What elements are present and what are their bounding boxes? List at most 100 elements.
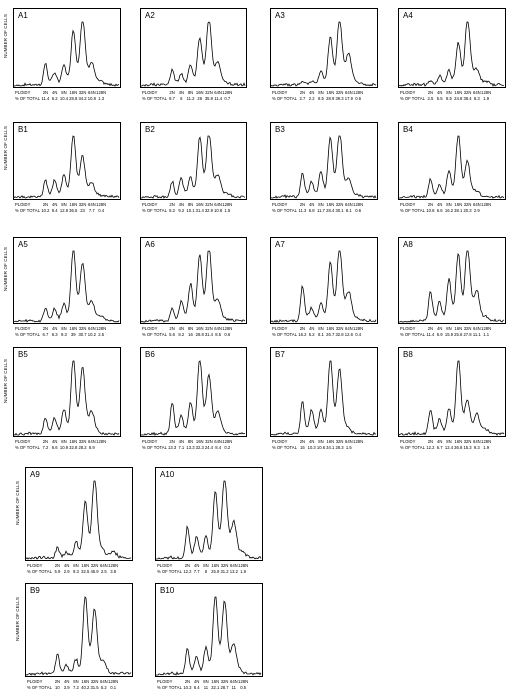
percent-value: 8.2 — [178, 332, 185, 337]
percent-value: 10.8 — [426, 208, 435, 213]
percent-value: 6.7 — [436, 445, 443, 450]
percent-row-label: % OF TOTAL — [157, 569, 182, 574]
ploidy-row-label: PLOIDY — [142, 90, 158, 95]
plot-frame — [155, 467, 263, 561]
ploidy-tick-label: 4N — [194, 563, 200, 568]
percent-row-label: % OF TOTAL — [15, 332, 40, 337]
ploidy-tick-label: 2N — [54, 563, 61, 568]
panel-label: B10 — [160, 586, 175, 595]
percent-value: 31.2 — [220, 569, 229, 574]
percent-value: 12.6 — [344, 332, 353, 337]
percent-value: 8.1 — [345, 208, 352, 213]
histogram-line — [13, 360, 120, 436]
ploidy-tick-label: 2N — [42, 439, 49, 444]
ploidy-tick-label: 64N — [344, 202, 353, 207]
histogram-line — [398, 360, 505, 436]
percent-value: 8.5 — [318, 96, 324, 101]
histogram-panel-a7: A7 PLOIDY% OF TOTAL 2N 4N 8N 16N 32N 64N 128N 16.… — [270, 237, 378, 344]
percent-row-label: % OF TOTAL — [27, 569, 52, 574]
histogram-panel-b9: B9 NUMBER OF CELLS PLOIDY% OF TOTAL 2N 4N 8N 1… — [15, 583, 133, 697]
ploidy-tick-label: 2N — [184, 563, 191, 568]
percent-value: 31.4 — [195, 208, 204, 213]
percent-row-label: % OF TOTAL — [272, 445, 297, 450]
percent-value: 31.5 — [90, 685, 99, 690]
ploidy-tick-label: 32N — [78, 326, 87, 331]
percent-value: 0.6 — [224, 332, 231, 337]
percent-value: 0.4 — [355, 332, 362, 337]
percent-value: 2.9 — [63, 569, 70, 574]
percent-value: 27.8 — [463, 332, 472, 337]
ploidy-row-label: PLOIDY — [15, 202, 31, 207]
percent-row-label: % OF TOTAL — [15, 208, 40, 213]
ploidy-tick-label: 128N — [96, 202, 107, 207]
ploidy-tick-label: 8N — [318, 439, 324, 444]
percent-value: 5.5 — [436, 96, 443, 101]
histogram-trace-svg — [270, 135, 377, 199]
ploidy-tick-label: 2N — [427, 326, 434, 331]
ploidy-tick-label: 2N — [299, 439, 306, 444]
ploidy-tick-label: 32N — [205, 439, 213, 444]
panel-label: B9 — [30, 586, 40, 595]
ploidy-tick-label: 2N — [184, 679, 191, 684]
ploidy-tick-label: 8N — [73, 679, 79, 684]
y-axis-label: NUMBER OF CELLS — [3, 13, 8, 58]
percent-value: 32.3 — [195, 445, 204, 450]
percent-value: 8.3 — [473, 96, 480, 101]
ploidy-tick-label: 32N — [78, 202, 87, 207]
ploidy-tick-label: 32N — [335, 439, 344, 444]
ploidy-tick-label: 64N — [87, 439, 96, 444]
histogram-panel-b2: B2 PLOIDY% OF TOTAL 2N 4N 8N 16N 32N 64N 128N 8.2… — [140, 122, 247, 220]
histogram-trace-svg — [25, 596, 132, 676]
ploidy-row-label: PLOIDY — [142, 439, 158, 444]
percent-value: 40.2 — [81, 685, 90, 690]
ploidy-tick-label: 2N — [42, 202, 49, 207]
ploidy-tick-label: 128N — [108, 679, 119, 684]
percent-value: 11.4 — [214, 96, 223, 101]
percent-value: 1.5 — [345, 445, 352, 450]
y-axis-label: NUMBER OF CELLS — [3, 125, 8, 170]
percent-value: 5.6 — [169, 332, 176, 337]
percent-row-label: % OF TOTAL — [272, 208, 297, 213]
percent-value: 8.5 — [215, 332, 222, 337]
percent-value: 2.7 — [299, 96, 306, 101]
percent-value: 7.7 — [88, 208, 95, 213]
ploidy-tick-label: 16N — [326, 202, 335, 207]
percent-value: 12.2 — [183, 569, 192, 574]
percent-value: 12.2 — [426, 445, 435, 450]
histogram-trace-svg — [398, 21, 505, 87]
ploidy-tick-label: 128N — [96, 90, 107, 95]
percent-value: 28.9 — [326, 96, 335, 101]
percent-row-label: % OF TOTAL — [400, 208, 425, 213]
ploidy-tick-label: 8N — [318, 202, 324, 207]
percent-value: 1.9 — [240, 569, 247, 574]
histogram-panel-a2: A2 PLOIDY% OF TOTAL 2N 4N 8N 16N 32N 64N 128N 8.7… — [140, 8, 247, 108]
histogram-panel-b4: B4 PLOIDY% OF TOTAL 2N 4N 8N 16N 32N 64N 128N 10.… — [398, 122, 506, 220]
percent-row-label: % OF TOTAL — [142, 332, 167, 337]
panel-label: B6 — [145, 350, 155, 359]
percent-value: 7.1 — [178, 445, 185, 450]
percent-value: 10.3 — [307, 445, 316, 450]
ploidy-tick-label: 8N — [203, 679, 209, 684]
percent-value: 36.5 — [69, 208, 78, 213]
percent-value: 9.4 — [51, 208, 58, 213]
percent-value: 11 — [203, 685, 209, 690]
percent-value: 2.5 — [427, 96, 434, 101]
percent-value: 10.8 — [87, 96, 96, 101]
ploidy-row-label: PLOIDY — [400, 90, 416, 95]
ploidy-tick-label: 128N — [238, 563, 249, 568]
histogram-line — [156, 480, 262, 560]
ploidy-tick-label: 64N — [229, 563, 238, 568]
ploidy-tick-label: 8N — [187, 90, 194, 95]
percent-value: 10.8 — [214, 208, 223, 213]
ploidy-row-label: PLOIDY — [27, 679, 43, 684]
ploidy-tick-label: 4N — [64, 679, 70, 684]
y-axis-label: NUMBER OF CELLS — [15, 596, 20, 641]
percent-row-label: % OF TOTAL — [157, 685, 182, 690]
ploidy-tick-label: 4N — [52, 90, 58, 95]
histogram-line — [141, 21, 246, 87]
histogram-trace-svg — [156, 596, 262, 676]
percent-row-label: % OF TOTAL — [142, 445, 167, 450]
percent-value: 28.7 — [220, 685, 229, 690]
plot-frame — [140, 122, 247, 200]
percent-value: 30.1 — [335, 208, 344, 213]
